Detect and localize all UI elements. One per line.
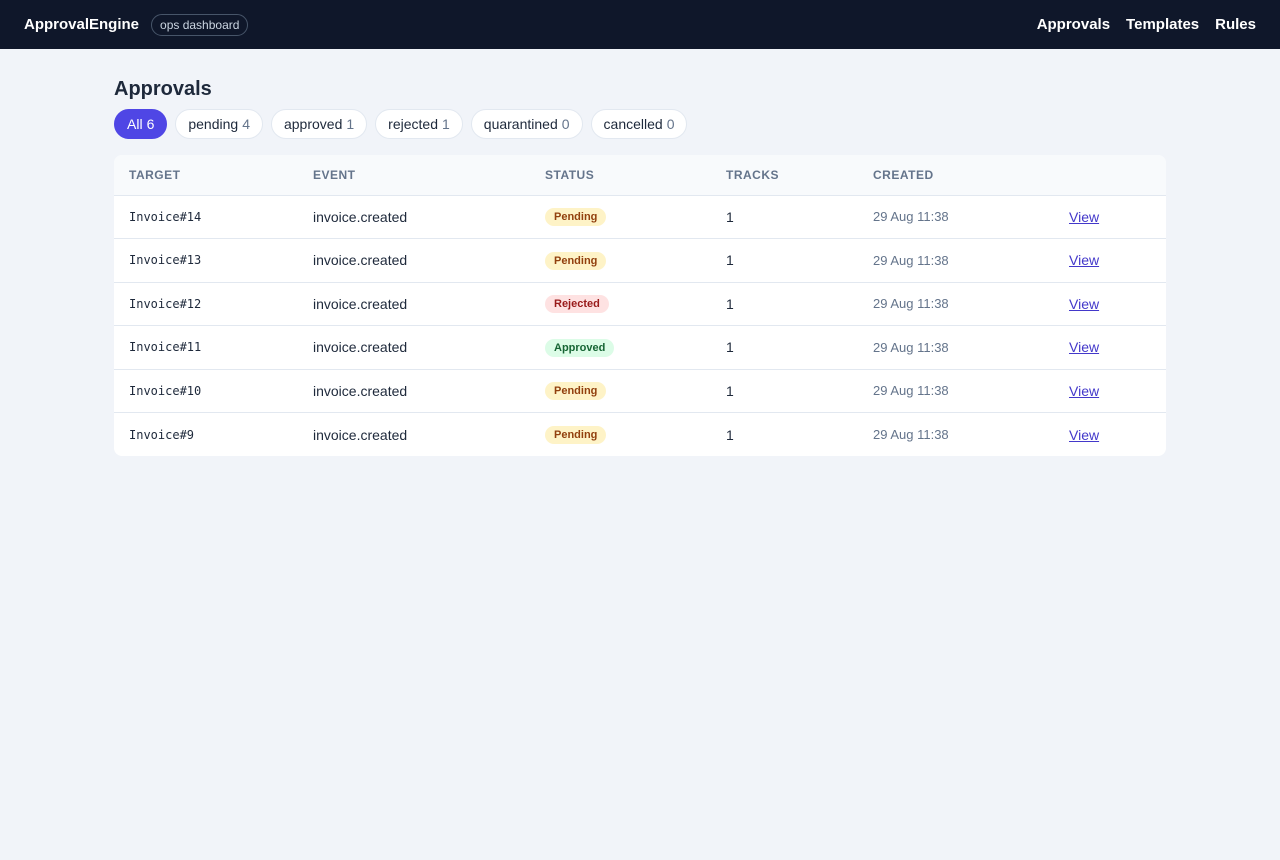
cell-event: invoice.created [298,325,530,370]
top-bar: ApprovalEngine ops dashboard Approvals T… [0,0,1280,49]
column-header-created: CREATED [858,155,1054,196]
cell-status: Pending [530,369,711,413]
filter-label: pending [188,116,239,132]
cell-status: Rejected [530,282,711,326]
view-link[interactable]: View [1069,426,1100,443]
main-nav: Approvals Templates Rules [1037,16,1256,33]
filter-cancelled[interactable]: cancelled 0 [590,109,688,139]
cell-tracks: 1 [711,369,858,413]
main-content: Approvals All 6 pending 4 approved 1 rej… [114,49,1166,456]
approvals-table: TARGET EVENT STATUS TRACKS CREATED Invoi… [114,155,1166,456]
status-badge: Pending [545,426,607,444]
status-badge: Rejected [545,295,609,314]
cell-action: View [1054,325,1166,370]
filter-count: 4 [242,116,250,132]
status-badge: Pending [545,251,607,270]
table-row: Invoice#10 invoice.created Pending 1 29 Aug … [114,369,1166,413]
cell-tracks: 1 [711,195,858,239]
cell-action: View [1054,238,1166,283]
cell-action: View [1054,413,1166,457]
cell-event: invoice.created [298,369,530,413]
filter-pending[interactable]: pending 4 [175,109,263,139]
cell-target: Invoice#13 [114,238,298,283]
filter-label: rejected [388,116,438,132]
cell-event: invoice.created [298,238,530,283]
cell-created: 29 Aug 11:38 [858,369,1054,413]
view-link[interactable]: View [1069,252,1100,269]
cell-status: Pending [530,195,711,239]
filter-quarantined[interactable]: quarantined 0 [470,109,583,139]
cell-created: 29 Aug 11:38 [858,238,1054,283]
table-row: Invoice#13 invoice.created Pending 1 29 Aug … [114,238,1166,283]
cell-action: View [1054,282,1166,326]
cell-target: Invoice#9 [129,427,195,442]
cell-status: Pending [530,238,711,283]
nav-rules[interactable]: Rules [1215,16,1256,33]
filter-count: 1 [441,116,450,132]
column-header-tracks: TRACKS [711,155,858,196]
cell-action: View [1054,195,1166,239]
status-badge: Pending [545,382,607,401]
filter-rejected[interactable]: rejected 1 [375,109,463,139]
cell-status: Pending [530,413,711,457]
filter-label: All [127,116,143,132]
table-row: Invoice#9 invoice.created Pending 1 29 Aug 1… [114,413,1166,457]
column-header-event: EVENT [298,155,530,196]
filter-count: 0 [561,116,570,132]
cell-action: View [1054,369,1166,413]
brand-name[interactable]: ApprovalEngine [24,16,140,33]
table-header-row: TARGET EVENT STATUS TRACKS CREATED [114,155,1166,196]
cell-created: 29 Aug 11:38 [858,325,1054,370]
column-header-actions [1054,155,1166,196]
approvals-table-card: TARGET EVENT STATUS TRACKS CREATED Invoi… [114,155,1166,456]
view-link[interactable]: View [1069,382,1100,399]
cell-tracks: 1 [711,325,858,370]
table-row: Invoice#14 invoice.created Pending 1 29 Aug … [114,195,1166,239]
nav-approvals[interactable]: Approvals [1036,16,1111,33]
nav-templates[interactable]: Templates [1126,16,1200,33]
cell-tracks: 1 [711,282,858,326]
table-row: Invoice#11 invoice.created Approved 1 29 Aug… [114,325,1166,370]
env-badge: ops dashboard [151,13,249,36]
filter-count: 6 [146,116,155,132]
filter-label: approved [283,116,343,132]
cell-event: invoice.created [298,282,530,326]
column-header-target: TARGET [114,155,298,196]
page-title: Approvals [114,78,212,100]
cell-tracks: 1 [711,238,858,283]
status-filters: All 6 pending 4 approved 1 rejected 1 qu… [114,109,1166,139]
cell-target: Invoice#12 [114,282,298,326]
cell-status: Approved [530,325,711,370]
table-row: Invoice#12 invoice.created Rejected 1 29 Aug… [114,282,1166,326]
view-link[interactable]: View [1069,295,1100,312]
filter-count: 0 [666,116,675,132]
filter-label: cancelled [603,116,663,132]
cell-event: invoice.created [313,426,408,443]
cell-event: invoice.created [298,195,530,239]
cell-created: 29 Aug 11:38 [858,195,1054,239]
view-link[interactable]: View [1069,339,1100,356]
status-badge: Approved [545,338,615,357]
cell-tracks: 1 [726,426,734,443]
filter-count: 1 [346,116,355,132]
cell-created: 29 Aug 11:38 [858,282,1054,326]
cell-target: Invoice#11 [114,325,298,370]
cell-created: 29 Aug 11:38 [873,427,949,442]
filter-all[interactable]: All 6 [114,109,168,139]
view-link[interactable]: View [1069,208,1100,225]
brand: ApprovalEngine ops dashboard [24,13,249,36]
cell-target: Invoice#14 [114,195,298,239]
status-badge: Pending [545,208,607,227]
filter-approved[interactable]: approved 1 [270,109,368,139]
column-header-status: STATUS [530,155,711,196]
cell-target: Invoice#10 [114,369,298,413]
filter-label: quarantined [483,116,558,132]
